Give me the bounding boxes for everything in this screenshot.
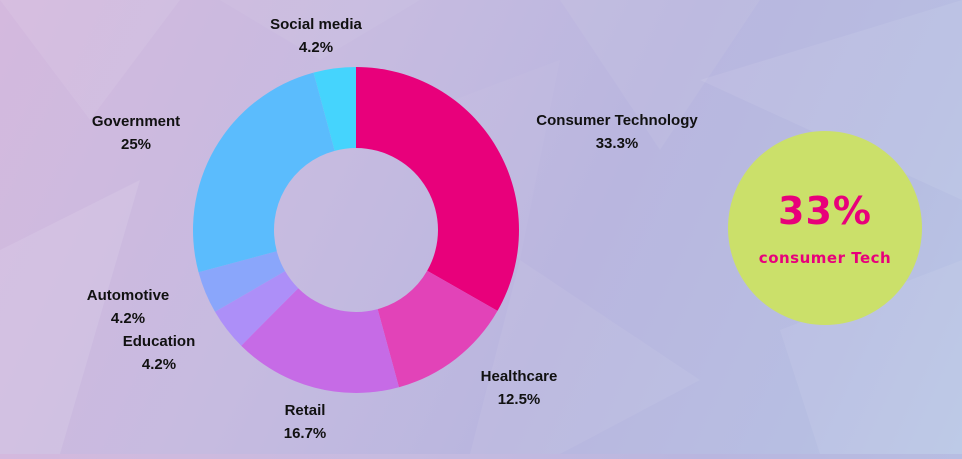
slice-retail — [241, 288, 399, 393]
label-value: 4.2% — [110, 310, 146, 327]
slice-consumer-technology — [356, 67, 519, 311]
callout-caption: consumer Tech — [758, 249, 892, 267]
label-name: Government — [91, 113, 181, 130]
label-name: Automotive — [86, 287, 170, 304]
slice-government — [193, 72, 335, 273]
label-name: Social media — [270, 16, 362, 33]
slice-education — [215, 271, 299, 346]
callout-badge: 33% consumer Tech — [728, 131, 922, 325]
slice-automotive — [198, 251, 286, 312]
label-education: Education 4.2% — [123, 330, 196, 376]
label-value: 33.3% — [595, 135, 639, 152]
label-government: Government 25% — [92, 110, 180, 156]
label-social-media: Social media 4.2% — [270, 13, 362, 59]
slice-healthcare — [377, 270, 498, 388]
slice-social-media — [313, 67, 356, 151]
label-name: Education — [122, 333, 196, 350]
label-retail: Retail 16.7% — [284, 399, 327, 445]
label-value: 16.7% — [283, 425, 327, 442]
label-healthcare: Healthcare 12.5% — [481, 365, 558, 411]
label-name: Consumer Technology — [536, 112, 698, 129]
label-value: 4.2% — [141, 356, 177, 373]
label-consumer-technology: Consumer Technology 33.3% — [536, 109, 697, 155]
label-name: Retail — [284, 402, 326, 419]
label-value: 12.5% — [497, 391, 541, 408]
label-name: Healthcare — [480, 368, 558, 385]
label-value: 25% — [120, 136, 152, 153]
callout-value: 33% — [778, 189, 872, 233]
label-value: 4.2% — [298, 39, 334, 56]
label-automotive: Automotive 4.2% — [87, 284, 170, 330]
